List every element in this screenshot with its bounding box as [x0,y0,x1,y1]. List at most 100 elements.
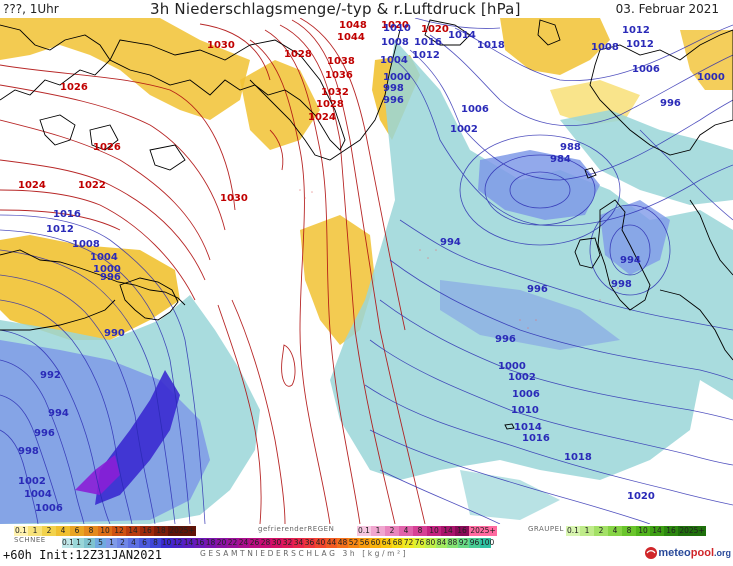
model-run-info: +60h Init:12Z31JAN2021 [3,548,162,562]
canada-arctic [0,24,111,101]
isobar-label-low: 1018 [477,40,505,51]
isobar-label-low: 1006 [461,104,489,115]
scandinavia-coast [589,29,733,156]
legend-swatch: 8 [413,526,427,536]
isobar-label-low: 996 [100,272,121,283]
isobar-label-low: 1008 [591,42,619,53]
isobar-label-low: 996 [660,98,681,109]
legend-swatch: 2025+ [168,526,196,536]
legend-swatch: 68 [392,538,403,548]
isobar-label-low: 1016 [414,37,442,48]
coastlines [0,19,733,430]
isobar-label-high: 1044 [337,32,365,43]
freezing-rain-legend: 0.1 1 2 4 8 10 14 16 2025+ [357,526,497,536]
legend-swatch: 48 [337,538,348,548]
isobar-label-low: 1012 [626,39,654,50]
legend-swatch: 92 [458,538,469,548]
legend-swatch: 60 [370,538,381,548]
isobar-label-low: 1002 [450,124,478,135]
legend-swatch: 52 [348,538,359,548]
isobar-label-low: 1016 [522,433,550,444]
isobar-label-low: 996 [527,284,548,295]
logo-text: meteopool.org [658,547,731,559]
isobar-label-low: 1006 [632,64,660,75]
legend-swatch: 4 [399,526,413,536]
legend-swatch: 28 [260,538,271,548]
isobar-label-high: 1026 [60,82,88,93]
legend-swatch: 12 [112,526,126,536]
legend-swatch: 5 [95,538,106,548]
pressure-labels: 1030 1026 1026 1024 1022 1030 1048 1044 … [18,20,725,514]
greenland-coast [109,39,346,151]
legend-swatch: 14 [441,526,455,536]
legend-swatch: 6 [70,526,84,536]
total-precip-legend: 0.1 1 2 5 1 2 4 6 8 10 12 14 16 18 20 22 24 26 28 30 32 34 36 4… [62,538,494,548]
pressure-precip-map: 1030 1026 1026 1024 1022 1030 1048 1044 … [0,18,733,524]
isobar-label-low: 1014 [448,30,476,41]
legend-swatch: 84 [436,538,447,548]
isobar-label-high: 1038 [327,56,355,67]
isobar-label-low: 1000 [383,72,411,83]
legend-swatch: 16 [140,526,154,536]
isobar-label-low: 994 [48,408,69,419]
canada-islands [39,114,186,171]
legend-swatch: 34 [293,538,304,548]
isobar-label-high: 1022 [78,180,106,191]
newfoundland [119,277,179,321]
legend-swatch: 4 [56,526,70,536]
legend-swatch: 14 [650,526,664,536]
header-weekday-time: ???, 1Uhr [3,2,59,16]
rain-area-main-atlantic [330,40,733,480]
precip-fields [0,18,733,524]
legend-swatch: 16 [194,538,205,548]
isobar-label-low: 1014 [514,422,542,433]
isobar-label-low: 996 [383,95,404,106]
logo-text-meteo: meteo [658,547,691,559]
isobar-label-high: 1020 [381,20,409,31]
isobar-label-high: 1032 [321,87,349,98]
isobar-label-low: 1000 [498,361,526,372]
legend-swatch: 6 [139,538,150,548]
legend-swatch: 16 [455,526,469,536]
logo-text-pool: pool [690,547,714,559]
isobar-label-high: 1024 [18,180,46,191]
legend-swatch: 1 [371,526,385,536]
low-pressure-labels: 1018 1014 1010 1012 1008 1016 1012 1004 … [18,23,725,514]
faroe-coast [584,167,597,179]
isobar-label-low: 1006 [35,503,63,514]
meteopool-logo[interactable]: meteopool.org [644,546,731,560]
nova-scotia-coast [0,299,116,331]
legend-swatch: 2025+ [469,526,497,536]
isobars-low [0,18,733,524]
graupel-stipple [299,189,619,329]
isobar-label-low: 1000 [93,264,121,275]
snow-area-ne-corner [680,30,733,90]
legend-swatch: 12 [172,538,183,548]
isobar-label-low: 1010 [383,23,411,34]
legend-swatch: 26 [249,538,260,548]
total-precip-title: GESAMTNIEDERSCHLAG 3h [kg/m²] [200,549,409,558]
legend-swatch: 64 [381,538,392,548]
snow-area-arctic [0,18,250,120]
isobar-label-low: 1020 [627,491,655,502]
rain-area-scotland [600,200,670,275]
isobar-label-low: 1002 [18,476,46,487]
legend-swatch: 32 [282,538,293,548]
rain-area-atlantic-band [440,280,620,350]
legend-swatch: 88 [447,538,458,548]
azores-islands [504,423,515,430]
isobar-label-low: 1004 [24,489,52,500]
rain-area-low-center [478,150,600,220]
isobar-label-low: 990 [104,328,125,339]
norway-south [689,199,733,276]
isobar-label-low: 1004 [380,55,408,66]
legend-swatch: 2025+ [678,526,706,536]
isobar-label-low: 1008 [381,37,409,48]
legend-swatch: 2 [594,526,608,536]
labrador-coast [0,249,186,306]
rain-area-heavy-core [75,455,120,495]
legend-swatch: 14 [126,526,140,536]
isobar-label-high: 1026 [93,142,121,153]
rain-area-ireland [560,110,733,205]
legend-swatch: 1 [28,526,42,536]
